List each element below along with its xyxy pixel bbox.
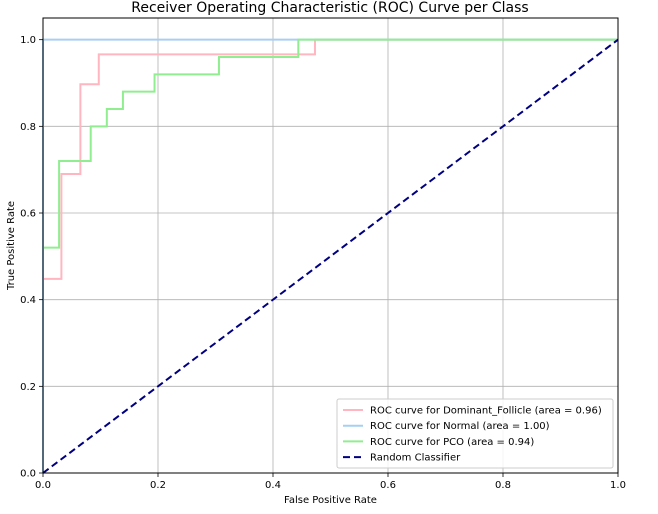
axis-ticks: 0.0 0.2 0.4 0.6 0.8 1.0 0.0 0.2 0.4 0.6 0.8 1.0 xyxy=(20,35,626,491)
x-tick-label: 0.6 xyxy=(380,480,396,491)
series-line-random-classifier xyxy=(42,38,619,474)
chart-title: Receiver Operating Characteristic (ROC) … xyxy=(131,0,528,16)
y-tick-label: 1.0 xyxy=(20,35,36,46)
series-line-dominant-follicle xyxy=(43,38,618,280)
x-tick-label: 1.0 xyxy=(610,480,626,491)
x-tick-label: 0.8 xyxy=(495,480,511,491)
series-line-pco xyxy=(43,38,618,249)
y-tick-label: 0.6 xyxy=(20,209,36,220)
x-axis-label: False Positive Rate xyxy=(284,495,377,506)
legend-label-normal: ROC curve for Normal (area = 1.00) xyxy=(370,421,550,432)
legend-label-dominant-follicle: ROC curve for Dominant_Follicle (area = … xyxy=(370,406,602,417)
y-tick-label: 0.4 xyxy=(20,295,36,306)
legend: ROC curve for Dominant_Follicle (area = … xyxy=(336,398,614,469)
y-axis-label: True Positive Rate xyxy=(6,201,17,291)
legend-label-pco: ROC curve for PCO (area = 0.94) xyxy=(370,437,534,448)
legend-label-random-classifier: Random Classifier xyxy=(370,453,461,464)
x-tick-label: 0.2 xyxy=(150,480,166,491)
axes-frame xyxy=(42,17,619,474)
legend-box xyxy=(336,398,614,469)
x-tick-label: 0.0 xyxy=(35,480,51,491)
y-tick-label: 0.8 xyxy=(20,122,36,133)
y-tick-label: 0.2 xyxy=(20,382,36,393)
x-tick-label: 0.4 xyxy=(265,480,281,491)
y-tick-label: 0.0 xyxy=(20,469,36,480)
